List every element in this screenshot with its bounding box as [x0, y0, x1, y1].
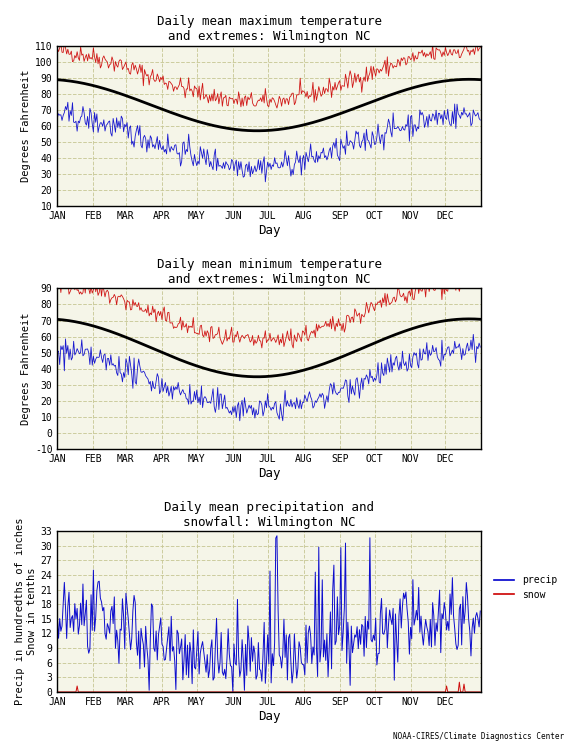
X-axis label: Day: Day: [258, 467, 281, 480]
Y-axis label: Degrees Fahrenheit: Degrees Fahrenheit: [21, 312, 31, 425]
Title: Daily mean minimum temperature
and extremes: Wilmington NC: Daily mean minimum temperature and extre…: [157, 258, 382, 286]
X-axis label: Day: Day: [258, 224, 281, 237]
Text: NOAA-CIRES/Climate Diagnostics Center: NOAA-CIRES/Climate Diagnostics Center: [393, 732, 564, 741]
X-axis label: Day: Day: [258, 709, 281, 723]
Title: Daily mean precipitation and
snowfall: Wilmington NC: Daily mean precipitation and snowfall: W…: [164, 501, 374, 529]
Legend: precip, snow: precip, snow: [491, 571, 561, 603]
Y-axis label: Degrees Fahrenheit: Degrees Fahrenheit: [21, 70, 31, 183]
Title: Daily mean maximum temperature
and extremes: Wilmington NC: Daily mean maximum temperature and extre…: [157, 15, 382, 43]
Y-axis label: Precip in hundredths of inches
Snow in tenths: Precip in hundredths of inches Snow in t…: [15, 518, 37, 706]
